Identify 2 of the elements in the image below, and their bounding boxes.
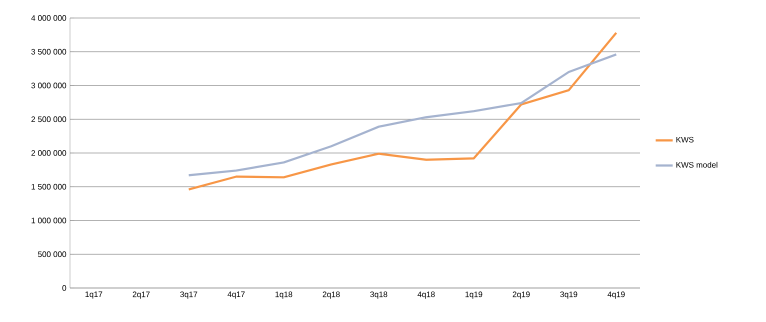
- line-series: [188, 53, 618, 176]
- line-series: [188, 32, 618, 191]
